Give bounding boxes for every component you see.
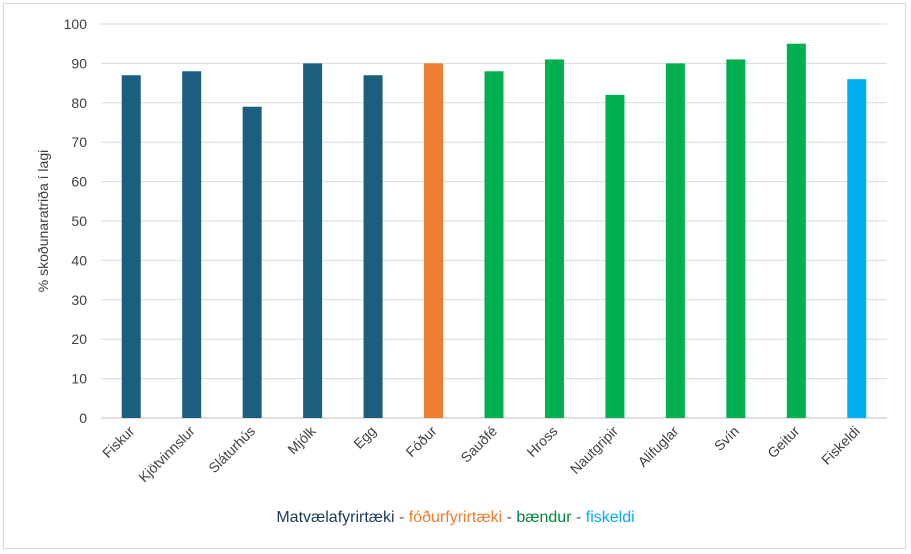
chart-caption: Matvælafyrirtæki - fóðurfyrirtæki - bænd… [0,509,911,527]
y-axis-label: % skoðunaratriða í lagi [35,150,51,292]
bar-geitur [786,43,806,418]
caption-feed-companies: fóðurfyrirtæki [408,509,503,526]
y-tick-label: 80 [71,95,87,111]
bar-fóður [424,63,444,419]
y-axis-ticks: 0 10 20 30 40 50 60 70 80 90 100 [64,16,88,426]
y-tick-label: 50 [71,213,87,229]
bar-fiskur [121,75,141,418]
y-tick-label: 0 [79,410,87,426]
caption-separator: - [571,509,586,526]
y-tick-label: 90 [71,55,87,71]
x-tick-label: Alifuglar [634,423,681,470]
x-tick-label: Mjólk [284,422,319,457]
y-tick-label: 30 [71,292,87,308]
x-tick-label: Fiskeldi [818,423,863,468]
bar-nautgripir [605,94,625,419]
x-tick-label: Egg [350,423,379,452]
caption-food-companies: Matvælafyrirtæki [276,509,395,526]
bar-mjólk [303,63,323,419]
bar-sauðfé [484,71,504,418]
y-tick-label: 70 [71,134,87,150]
x-tick-label: Kjötvinnslur [135,423,198,486]
bar-sláturhús [242,106,262,419]
caption-separator: - [394,509,409,526]
caption-aquaculture: fiskeldi [585,509,635,526]
bar-fiskeldi [847,79,867,418]
x-tick-label: Geitur [764,423,803,462]
caption-separator: - [502,509,517,526]
caption-farmers: bændur [516,509,572,526]
bar-kjötvinnslur [182,71,202,418]
x-tick-label: Nautgripir [567,423,621,477]
bar-egg [363,75,383,418]
x-tick-label: Svín [711,423,742,454]
bar-svín [726,59,746,419]
y-tick-label: 100 [64,16,88,32]
x-tick-label: Fóður [402,423,439,460]
x-tick-label: Fiskur [99,423,138,462]
x-tick-label: Sláturhús [205,423,258,476]
x-tick-label: Sauðfé [457,423,500,466]
y-tick-label: 10 [71,371,87,387]
bar-hross [544,59,564,419]
x-tick-label: Hross [523,423,560,460]
chart-frame [3,3,906,549]
bars [121,43,867,419]
y-tick-label: 40 [71,252,87,268]
y-tick-label: 60 [71,174,87,190]
y-tick-label: 20 [71,331,87,347]
bar-alifuglar [665,63,685,419]
